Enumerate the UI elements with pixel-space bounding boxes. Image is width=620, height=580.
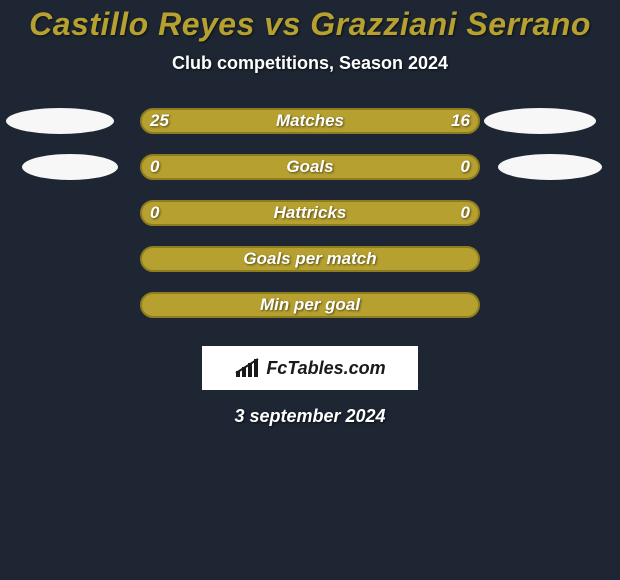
date-text: 3 september 2024 [0, 406, 620, 427]
player-left-ellipse [6, 108, 114, 134]
stat-label: Goals per match [140, 246, 480, 272]
stat-label: Matches [140, 108, 480, 134]
barchart-icon [234, 357, 262, 379]
stat-row: Matches25 16 [0, 108, 620, 154]
stat-row: Goals per match [0, 246, 620, 292]
logo-text: FcTables.com [266, 358, 385, 379]
stat-row: Min per goal [0, 292, 620, 338]
stat-value-left: 0 [150, 200, 159, 226]
stat-row: Goals0 0 [0, 154, 620, 200]
stat-value-right: 0 [461, 200, 470, 226]
logo-box: FcTables.com [202, 346, 418, 390]
player-right-ellipse [484, 108, 596, 134]
stat-label: Goals [140, 154, 480, 180]
stat-value-left: 25 [150, 108, 169, 134]
logo: FcTables.com [234, 357, 385, 379]
page-subtitle: Club competitions, Season 2024 [0, 53, 620, 74]
player-right-ellipse [498, 154, 602, 180]
stat-rows: Matches2516Goals00Hattricks00Goals per m… [0, 108, 620, 338]
page-title: Castillo Reyes vs Grazziani Serrano [0, 0, 620, 43]
stat-value-right: 16 [451, 108, 470, 134]
stat-value-right: 0 [461, 154, 470, 180]
stat-label: Min per goal [140, 292, 480, 318]
stat-value-left: 0 [150, 154, 159, 180]
player-left-ellipse [22, 154, 118, 180]
stat-label: Hattricks [140, 200, 480, 226]
stat-row: Hattricks0 0 [0, 200, 620, 246]
comparison-infographic: Castillo Reyes vs Grazziani Serrano Club… [0, 0, 620, 580]
